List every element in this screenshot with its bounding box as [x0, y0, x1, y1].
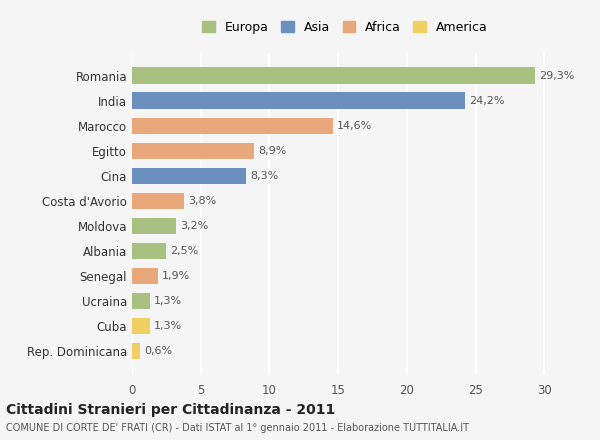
Text: Cittadini Stranieri per Cittadinanza - 2011: Cittadini Stranieri per Cittadinanza - 2… — [6, 403, 335, 417]
Text: 2,5%: 2,5% — [170, 246, 199, 256]
Text: 1,3%: 1,3% — [154, 321, 182, 331]
Bar — [132, 193, 184, 209]
Bar — [132, 143, 254, 159]
Bar — [132, 117, 332, 134]
Text: 0,6%: 0,6% — [145, 346, 172, 356]
Bar — [132, 243, 166, 259]
Bar — [132, 218, 176, 234]
Text: 24,2%: 24,2% — [469, 95, 504, 106]
Bar — [132, 293, 150, 309]
Bar — [132, 67, 535, 84]
Bar — [132, 168, 246, 184]
Bar — [132, 318, 150, 334]
Text: 8,9%: 8,9% — [259, 146, 287, 156]
Text: 3,2%: 3,2% — [180, 221, 208, 231]
Bar — [132, 343, 140, 359]
Text: 8,3%: 8,3% — [250, 171, 278, 181]
Legend: Europa, Asia, Africa, America: Europa, Asia, Africa, America — [199, 17, 491, 38]
Bar — [132, 268, 158, 284]
Text: 3,8%: 3,8% — [188, 196, 217, 206]
Text: 1,9%: 1,9% — [162, 271, 190, 281]
Text: 14,6%: 14,6% — [337, 121, 372, 131]
Bar — [132, 92, 464, 109]
Text: COMUNE DI CORTE DE' FRATI (CR) - Dati ISTAT al 1° gennaio 2011 - Elaborazione TU: COMUNE DI CORTE DE' FRATI (CR) - Dati IS… — [6, 423, 469, 433]
Text: 1,3%: 1,3% — [154, 296, 182, 306]
Text: 29,3%: 29,3% — [539, 70, 574, 81]
